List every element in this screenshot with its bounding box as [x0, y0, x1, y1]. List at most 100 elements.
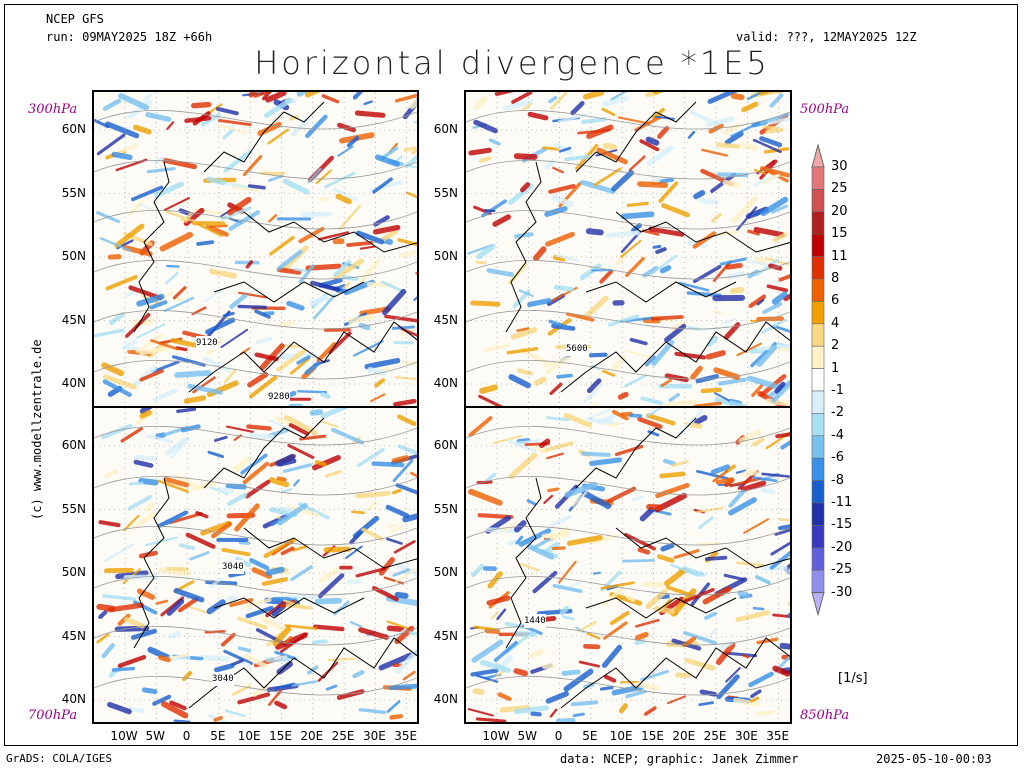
divergence-streak — [361, 527, 384, 541]
divergence-streak — [528, 649, 544, 659]
lat-label: 45N — [61, 628, 86, 643]
divergence-streak — [313, 294, 336, 320]
divergence-streak — [311, 454, 341, 471]
divergence-streak — [126, 706, 145, 714]
divergence-streak — [496, 608, 507, 621]
divergence-streak — [761, 472, 790, 478]
divergence-streak — [200, 113, 221, 127]
divergence-streak — [555, 253, 579, 262]
divergence-streak — [320, 408, 349, 419]
divergence-streak — [625, 689, 647, 699]
lat-label: 50N — [433, 565, 458, 579]
divergence-streak — [735, 610, 770, 622]
divergence-streak — [283, 414, 318, 436]
divergence-streak — [762, 301, 783, 315]
divergence-streak — [601, 644, 623, 668]
divergence-streak — [316, 342, 337, 363]
divergence-streak — [104, 543, 134, 562]
divergence-streak — [542, 356, 570, 370]
height-contour — [94, 626, 417, 646]
divergence-streak — [273, 655, 288, 661]
divergence-streak — [238, 291, 268, 299]
contour-label-700a: 3040 — [222, 560, 244, 574]
divergence-streak — [195, 511, 209, 519]
divergence-streak — [291, 545, 308, 552]
divergence-streak — [346, 135, 360, 148]
divergence-streak — [648, 226, 685, 237]
colorbar-label: 2 — [831, 338, 840, 354]
divergence-streak — [511, 92, 533, 104]
divergence-streak — [145, 112, 172, 122]
divergence-streak — [358, 708, 387, 715]
divergence-streak — [127, 99, 153, 119]
divergence-streak — [275, 453, 296, 467]
divergence-streak — [545, 231, 575, 247]
divergence-streak — [754, 575, 771, 585]
divergence-streak — [189, 551, 210, 561]
lat-label: 45N — [433, 312, 458, 327]
panel-level-300: 300hPa — [28, 102, 78, 117]
divergence-streak — [372, 585, 399, 602]
divergence-streak — [289, 594, 319, 600]
divergence-streak — [502, 98, 534, 111]
divergence-streak — [114, 143, 139, 156]
divergence-streak — [364, 357, 401, 370]
divergence-streak — [300, 211, 332, 218]
divergence-streak — [288, 423, 310, 436]
divergence-streak — [117, 654, 147, 668]
divergence-streak — [253, 92, 272, 98]
divergence-streak — [542, 146, 560, 151]
divergence-streak — [384, 314, 417, 323]
divergence-streak — [549, 382, 563, 395]
divergence-streak — [712, 260, 732, 282]
divergence-streak — [363, 100, 373, 106]
divergence-streak — [566, 534, 603, 546]
divergence-streak — [386, 620, 412, 631]
divergence-streak — [268, 174, 284, 183]
divergence-streak — [220, 206, 252, 221]
divergence-streak — [139, 409, 152, 419]
divergence-streak — [683, 630, 717, 645]
divergence-streak — [639, 506, 655, 522]
divergence-streak — [203, 356, 231, 373]
divergence-streak — [109, 311, 125, 326]
divergence-streak — [319, 420, 339, 429]
divergence-streak — [470, 300, 501, 307]
divergence-streak — [268, 477, 290, 488]
divergence-streak — [586, 632, 601, 640]
divergence-streak — [690, 365, 703, 380]
divergence-streak — [396, 563, 417, 577]
divergence-streak — [546, 452, 564, 460]
divergence-streak — [561, 669, 581, 676]
divergence-streak — [151, 360, 180, 374]
divergence-streak — [268, 214, 278, 223]
divergence-streak — [217, 123, 248, 135]
lat-label: 50N — [61, 565, 86, 579]
colorbar-label: 6 — [831, 293, 840, 309]
colorbar-label: 20 — [831, 203, 848, 219]
divergence-streak — [748, 259, 769, 267]
divergence-streak — [772, 665, 790, 677]
divergence-streak — [471, 564, 485, 578]
colorbar-label: -30 — [831, 584, 853, 600]
colorbar-label: 1 — [831, 360, 840, 376]
divergence-streak — [173, 719, 191, 722]
divergence-streak — [133, 124, 152, 135]
divergence-streak — [152, 694, 172, 706]
divergence-streak — [737, 590, 749, 598]
divergence-streak — [99, 237, 132, 252]
divergence-streak — [333, 259, 352, 277]
divergence-streak — [297, 390, 328, 394]
height-contour — [94, 476, 417, 496]
divergence-streak — [355, 230, 385, 245]
map-panel-850hpa — [464, 406, 792, 724]
divergence-streak — [715, 477, 734, 485]
lon-label: 5E — [582, 729, 598, 743]
divergence-streak — [123, 616, 145, 629]
divergence-streak — [719, 257, 747, 266]
divergence-streak — [309, 409, 323, 416]
divergence-streak — [165, 436, 190, 456]
divergence-streak — [274, 700, 288, 710]
divergence-streak — [561, 615, 575, 621]
colorbar-label: -20 — [831, 539, 853, 555]
